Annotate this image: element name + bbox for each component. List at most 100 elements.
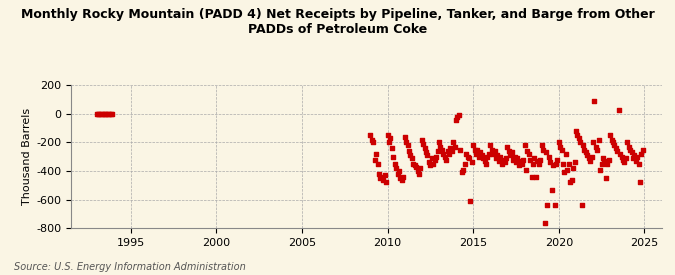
Point	[103, 112, 113, 116]
Point	[421, 150, 431, 155]
Point	[556, 147, 567, 152]
Point	[508, 157, 518, 162]
Point	[629, 153, 640, 158]
Point	[615, 152, 626, 156]
Point	[464, 156, 475, 160]
Point	[499, 160, 510, 165]
Point	[497, 157, 508, 162]
Point	[411, 164, 422, 169]
Point	[482, 155, 493, 159]
Point	[432, 149, 443, 153]
Point	[435, 145, 446, 149]
Point	[483, 152, 494, 156]
Point	[452, 114, 463, 119]
Point	[404, 149, 414, 153]
Point	[448, 140, 458, 145]
Point	[489, 149, 500, 153]
Point	[395, 176, 406, 180]
Point	[488, 152, 499, 156]
Point	[609, 143, 620, 147]
Point	[589, 99, 600, 103]
Point	[385, 136, 396, 140]
Point	[438, 152, 449, 156]
Point	[99, 112, 109, 116]
Point	[595, 167, 605, 172]
Point	[402, 143, 413, 147]
Point	[491, 156, 502, 160]
Point	[562, 167, 573, 172]
Point	[369, 157, 380, 162]
Point	[365, 133, 376, 138]
Point	[510, 160, 521, 165]
Point	[591, 145, 601, 149]
Point	[481, 162, 491, 166]
Point	[555, 145, 566, 149]
Point	[392, 172, 403, 176]
Point	[460, 152, 471, 156]
Point	[514, 163, 524, 167]
Point	[632, 155, 643, 159]
Point	[425, 163, 436, 167]
Point	[628, 156, 639, 160]
Point	[618, 157, 628, 162]
Point	[409, 163, 420, 167]
Point	[547, 163, 558, 167]
Point	[535, 157, 545, 162]
Point	[519, 143, 530, 147]
Point	[459, 162, 470, 166]
Point	[578, 143, 589, 147]
Point	[107, 112, 117, 116]
Point	[396, 177, 407, 182]
Point	[424, 160, 435, 165]
Point	[576, 203, 587, 208]
Point	[368, 140, 379, 145]
Point	[501, 156, 512, 160]
Point	[372, 162, 383, 166]
Point	[415, 166, 426, 170]
Point	[439, 155, 450, 159]
Point	[565, 180, 576, 185]
Point	[416, 138, 427, 142]
Point	[552, 157, 563, 162]
Point	[378, 177, 389, 182]
Point	[451, 117, 462, 122]
Point	[506, 150, 517, 155]
Point	[614, 107, 624, 112]
Point	[104, 112, 115, 116]
Point	[431, 155, 441, 159]
Point	[388, 155, 399, 159]
Point	[454, 113, 464, 117]
Point	[546, 188, 557, 192]
Point	[549, 203, 560, 208]
Point	[95, 112, 106, 116]
Point	[475, 150, 486, 155]
Point	[610, 146, 621, 150]
Point	[526, 175, 537, 179]
Point	[573, 136, 584, 140]
Point	[504, 149, 514, 153]
Point	[486, 147, 497, 152]
Point	[588, 140, 599, 145]
Point	[601, 176, 612, 180]
Point	[568, 166, 578, 170]
Point	[479, 159, 490, 163]
Point	[496, 162, 507, 166]
Point	[524, 157, 535, 162]
Point	[427, 156, 437, 160]
Point	[602, 162, 613, 166]
Point	[582, 153, 593, 158]
Point	[419, 146, 430, 150]
Point	[626, 150, 637, 155]
Point	[462, 155, 473, 159]
Point	[512, 156, 522, 160]
Point	[91, 112, 102, 116]
Text: Source: U.S. Energy Information Administration: Source: U.S. Energy Information Administ…	[14, 262, 245, 272]
Point	[492, 153, 503, 158]
Point	[445, 146, 456, 150]
Point	[465, 199, 476, 203]
Point	[616, 155, 627, 159]
Point	[469, 147, 480, 152]
Point	[564, 162, 574, 166]
Point	[638, 147, 649, 152]
Point	[583, 156, 594, 160]
